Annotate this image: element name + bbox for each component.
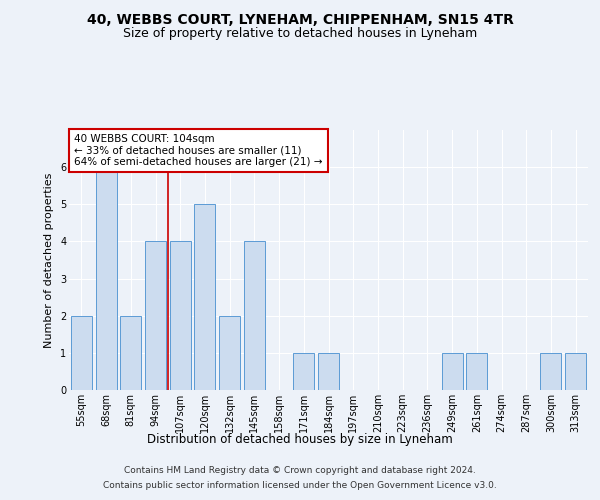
Bar bbox=[95, 167, 116, 390]
Text: Contains public sector information licensed under the Open Government Licence v3: Contains public sector information licen… bbox=[103, 481, 497, 490]
Bar bbox=[219, 316, 240, 390]
Bar bbox=[541, 353, 562, 390]
Bar bbox=[565, 353, 586, 390]
Bar bbox=[466, 353, 487, 390]
Bar bbox=[120, 316, 141, 390]
Bar bbox=[244, 242, 265, 390]
Text: Contains HM Land Registry data © Crown copyright and database right 2024.: Contains HM Land Registry data © Crown c… bbox=[124, 466, 476, 475]
Bar bbox=[318, 353, 339, 390]
Text: Distribution of detached houses by size in Lyneham: Distribution of detached houses by size … bbox=[147, 432, 453, 446]
Text: 40 WEBBS COURT: 104sqm
← 33% of detached houses are smaller (11)
64% of semi-det: 40 WEBBS COURT: 104sqm ← 33% of detached… bbox=[74, 134, 323, 167]
Bar bbox=[442, 353, 463, 390]
Bar bbox=[194, 204, 215, 390]
Bar bbox=[293, 353, 314, 390]
Bar bbox=[71, 316, 92, 390]
Text: 40, WEBBS COURT, LYNEHAM, CHIPPENHAM, SN15 4TR: 40, WEBBS COURT, LYNEHAM, CHIPPENHAM, SN… bbox=[86, 12, 514, 26]
Text: Size of property relative to detached houses in Lyneham: Size of property relative to detached ho… bbox=[123, 28, 477, 40]
Y-axis label: Number of detached properties: Number of detached properties bbox=[44, 172, 55, 348]
Bar bbox=[145, 242, 166, 390]
Bar bbox=[170, 242, 191, 390]
